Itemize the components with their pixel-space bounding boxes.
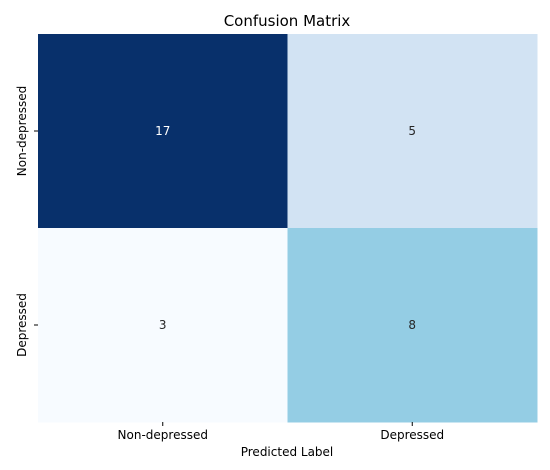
chart-title: Confusion Matrix [224,12,351,30]
cell-value-r0-c0: 17 [155,124,170,138]
heatmap-cell-r0-c1 [287,34,538,229]
heatmap-cell-r0-c0 [38,34,288,229]
y-axis-ticks: Non-depressed Depressed [15,86,38,357]
cell-value-r1-c1: 8 [408,318,416,332]
x-axis-label: Predicted Label [241,445,334,459]
heatmap-cell-r1-c1 [287,228,538,423]
heatmap-cell-r1-c0 [38,228,288,423]
y-tick-label-1: Depressed [15,293,29,357]
x-tick-label-1: Depressed [380,428,444,442]
cell-value-r1-c0: 3 [159,318,167,332]
heatmap-cells [38,34,538,423]
cell-value-r0-c1: 5 [408,124,416,138]
heatmap-cell-labels: 17 5 3 8 [155,124,416,332]
y-tick-label-0: Non-depressed [15,86,29,176]
x-axis-ticks: Non-depressed Depressed [118,422,444,442]
x-tick-label-0: Non-depressed [118,428,208,442]
